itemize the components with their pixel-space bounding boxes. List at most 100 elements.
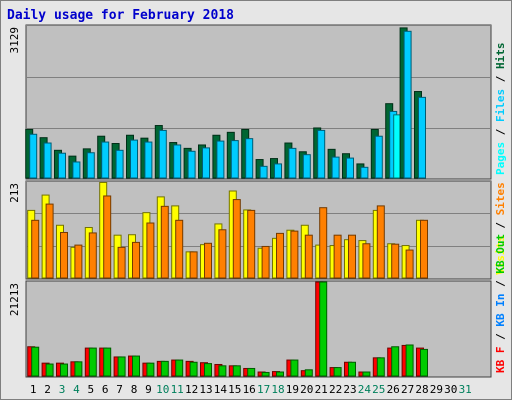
bar-sites-day-9 <box>146 222 155 279</box>
bar-kb-out-day-21 <box>319 281 328 377</box>
bar-files-day-18 <box>274 163 282 179</box>
bar-files-day-21 <box>317 129 326 179</box>
legend-separator: / <box>494 122 507 142</box>
x-tick-label: 5 <box>87 383 94 396</box>
bar-files-day-5 <box>86 152 95 179</box>
bar-files-day-4 <box>72 161 81 179</box>
bar-sites-day-15 <box>232 199 241 279</box>
x-tick-label: 28 <box>415 383 428 396</box>
bar-sites-day-4 <box>74 244 83 279</box>
x-tick-label: 18 <box>271 383 284 396</box>
bar-sites-day-7 <box>117 246 126 279</box>
bar-sites-day-3 <box>60 231 68 279</box>
bar-files-day-15 <box>230 140 239 179</box>
legend-separator: / <box>494 69 507 89</box>
legend-entry-kb-out: KB Out <box>494 234 507 274</box>
bar-files-day-13 <box>202 147 210 179</box>
legend-visits-sites: Visits / Sites <box>494 182 507 275</box>
bar-files-day-22 <box>331 156 340 179</box>
bar-sites-day-1 <box>31 219 40 279</box>
bar-kb-out-day-6 <box>103 347 112 377</box>
bar-kb-out-day-22 <box>333 367 342 377</box>
x-tick-label: 10 <box>156 383 169 396</box>
bar-kb-out-day-9 <box>146 362 155 377</box>
bar-kb-out-day-14 <box>218 365 227 377</box>
legend-entry-kb-in: KB In <box>494 294 507 327</box>
bar-sites-day-26 <box>391 243 400 279</box>
x-tick-label: 17 <box>257 383 270 396</box>
x-tick-label: 27 <box>401 383 414 396</box>
x-tick-label: 11 <box>171 383 184 396</box>
bar-kb-out-day-13 <box>204 363 212 377</box>
x-tick-label: 13 <box>199 383 212 396</box>
x-tick-label: 22 <box>329 383 342 396</box>
x-tick-label: 2 <box>44 383 51 396</box>
bar-sites-day-14 <box>218 229 227 279</box>
bar-files-day-17 <box>259 165 268 179</box>
bar-files-day-24 <box>360 166 369 179</box>
legend-entry-sites: Sites <box>494 182 507 215</box>
x-tick-label: 4 <box>73 383 80 396</box>
bar-kb-out-day-18 <box>276 371 284 377</box>
bar-sites-day-11 <box>175 219 184 279</box>
x-tick-label: 29 <box>430 383 443 396</box>
bar-sites-day-19 <box>290 230 299 279</box>
bar-sites-day-21 <box>319 207 328 279</box>
x-tick-label: 7 <box>116 383 123 396</box>
legend-separator: / <box>494 274 507 294</box>
x-axis-labels: 1 2 3 4 5 6 7 8 9 10 11 12 13 14 15 16 17 18 19 20 21 22 23 24 2… <box>30 383 472 396</box>
bar-sites-day-12 <box>189 251 198 279</box>
y-max-label: 213 <box>8 183 21 203</box>
x-tick-label: 20 <box>300 383 313 396</box>
legend-separator: / <box>494 327 507 347</box>
bar-files-day-9 <box>144 141 153 179</box>
bar-sites-day-16 <box>247 209 256 279</box>
panel-hits-files-pages: 3129 Pages / Files / Hits <box>8 24 507 180</box>
y-max-label: 21213 <box>8 283 21 316</box>
bar-sites-day-8 <box>132 241 140 279</box>
bar-files-day-28 <box>418 96 426 179</box>
x-tick-label: 21 <box>315 383 328 396</box>
bar-sites-day-18 <box>276 232 284 279</box>
bar-kb-out-day-15 <box>232 365 241 377</box>
legend-separator: / <box>494 215 507 235</box>
bar-kb-out-day-28 <box>420 348 428 377</box>
bar-files-day-10 <box>158 129 167 179</box>
x-tick-label: 1 <box>30 383 37 396</box>
x-tick-label: 12 <box>185 383 198 396</box>
bar-sites-day-22 <box>333 234 342 279</box>
x-tick-label: 9 <box>145 383 152 396</box>
legend-entry-pages: Pages <box>494 142 507 175</box>
bar-kb-out-day-7 <box>117 356 126 377</box>
x-tick-label: 16 <box>243 383 256 396</box>
bar-sites-day-13 <box>204 242 212 279</box>
bar-files-day-6 <box>101 141 110 179</box>
bar-files-day-23 <box>346 157 354 179</box>
bar-files-day-3 <box>58 152 66 179</box>
bar-sites-day-17 <box>261 245 270 279</box>
bar-kb-out-day-2 <box>45 363 54 377</box>
bar-sites-day-28 <box>420 219 428 279</box>
panel-kbytes: 21213 KB F / KB In / KB Out <box>8 234 507 378</box>
bar-kb-out-day-19 <box>290 359 299 377</box>
bar-kb-out-day-10 <box>160 360 169 377</box>
bar-files-day-19 <box>288 147 297 179</box>
legend-entry-hits: Hits <box>494 43 507 70</box>
bar-sites-day-27 <box>405 249 414 279</box>
bar-kb-out-day-17 <box>261 371 270 377</box>
bar-kb-out-day-24 <box>362 371 371 377</box>
bar-kb-out-day-4 <box>74 361 83 377</box>
panel-visits-sites: 213 Visits / Sites <box>8 180 507 280</box>
bar-sites-day-6 <box>103 195 112 279</box>
bar-kb-out-day-8 <box>132 355 140 377</box>
bar-files-day-11 <box>173 144 182 179</box>
x-tick-label: 14 <box>214 383 228 396</box>
bar-files-day-27 <box>403 30 412 179</box>
bar-kb-out-day-25 <box>376 357 385 377</box>
x-tick-label: 3 <box>59 383 66 396</box>
chart-title: Daily usage for February 2018 <box>7 8 234 23</box>
bar-sites-day-10 <box>160 205 169 279</box>
x-tick-label: 19 <box>286 383 299 396</box>
bar-kb-out-day-27 <box>405 344 414 377</box>
